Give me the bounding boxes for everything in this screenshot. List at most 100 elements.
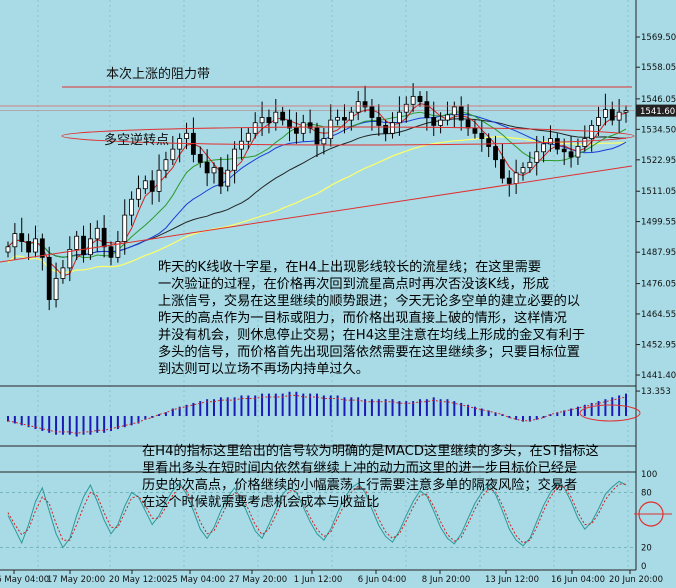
- candle-body-76: [520, 167, 526, 174]
- price-tick-label-3: 1546.05: [641, 95, 676, 105]
- text-block-2-line-3: 历史的次高点，价格继续的小幅震荡上行需要注意多单的隔夜风险；交易者: [142, 476, 577, 493]
- price-tick-label-8: 1487.95: [641, 248, 676, 258]
- text-block-1: 昨天的K线收十字星，在H4上出现影线较长的流星线；在这里需要 一次验证的过程，在…: [158, 258, 585, 377]
- candle-body-91: [623, 110, 629, 113]
- candle-body-38: [259, 117, 265, 124]
- candle-body-63: [431, 117, 437, 126]
- candle-body-16: [108, 246, 114, 258]
- price-tick-label-10: 1464.55: [641, 310, 676, 320]
- candle-body-23: [156, 169, 162, 192]
- macd-signal-line: [7, 394, 627, 435]
- uptrend-line: [0, 165, 633, 263]
- candle-body-3: [19, 233, 25, 242]
- text-block-1-line-5: 并没有机会，则休息停止交易；在H4这里注意在均线上形成的金叉有利于: [158, 326, 585, 343]
- candle-body-62: [424, 101, 430, 118]
- candle-body-24: [163, 159, 169, 171]
- candle-body-20: [136, 188, 141, 200]
- macd-highlight-ellipse: [579, 404, 641, 422]
- candle-body-35: [239, 140, 244, 150]
- candle-body-80: [548, 138, 553, 145]
- candle-body-60: [410, 95, 416, 105]
- text-block-1-line-7: 到达则可以立场不再场内持单过久。: [158, 361, 369, 377]
- stoch-level-label-0: 0: [641, 562, 646, 572]
- candle-body-11: [74, 235, 80, 250]
- candle-body-64: [438, 119, 444, 126]
- candle-body-14: [94, 227, 100, 240]
- candle-body-34: [232, 148, 238, 171]
- candle-body-12: [81, 235, 86, 256]
- text-block-1-line-2: 一次验证的过程，在价格再次回到流星高点时再次否没该K线，形成: [158, 275, 549, 292]
- current-price-box: [636, 104, 676, 117]
- text-block-2-line-1: 在H4的指标这里给出的信号较为明确的是MACD这里继续的多头，在ST指标这: [142, 442, 599, 459]
- candle-body-71: [486, 138, 492, 147]
- pivot-label: 多空逆转点: [104, 132, 169, 148]
- candle-body-84: [575, 146, 581, 158]
- time-tick-label-6: 1 Jun 12:00: [294, 575, 343, 585]
- candle-body-40: [273, 111, 279, 124]
- candle-body-49: [335, 117, 341, 121]
- candle-body-4: [26, 241, 32, 253]
- price-tick-label-11: 1452.95: [641, 341, 676, 351]
- candle-body-74: [506, 177, 512, 184]
- macd-level-label: 13.353: [641, 387, 671, 397]
- text-block-1-line-3: 上涨信号，交易在这里继续的顺势跟进；今天无论多空单的建立必要的以: [158, 292, 580, 309]
- candle-body-45: [307, 122, 313, 129]
- candle-body-61: [417, 95, 423, 103]
- candle-body-9: [60, 267, 66, 279]
- price-tick-label-1: 1569.50: [641, 33, 676, 43]
- time-tick-label-4: 25 May 04:00: [167, 575, 225, 585]
- candle-body-48: [328, 119, 334, 139]
- candle-body-25: [170, 148, 176, 161]
- candle-body-52: [355, 101, 361, 113]
- stoch-main-line: [7, 480, 627, 549]
- candle-body-78: [534, 151, 540, 163]
- candle-body-7: [46, 256, 52, 300]
- candle-body-29: [197, 154, 203, 163]
- candle-body-44: [300, 122, 306, 134]
- candle-body-83: [568, 151, 574, 158]
- candle-body-15: [101, 227, 107, 248]
- candle-body-46: [314, 127, 320, 145]
- price-tick-label-5: 1522.95: [641, 156, 676, 166]
- candle-body-56: [383, 124, 389, 134]
- candle-body-55: [376, 117, 382, 126]
- stoch-top-label: 100: [641, 470, 657, 480]
- candle-body-90: [616, 111, 622, 121]
- candle-body-51: [348, 111, 354, 121]
- time-tick-label-1: 16 May 04:00: [0, 575, 49, 585]
- text-block-2-line-2: 里看出多头在短时间内依然有继续上冲的动力而这里的进一步目标价已经是: [142, 459, 577, 476]
- text-block-1-line-6: 多头的信号，而价格首先出现回落依然需要在这里继续多；只要目标位置: [158, 343, 580, 360]
- candle-body-43: [293, 127, 299, 134]
- time-tick-label-3: 20 May 12:00: [109, 575, 167, 585]
- candle-body-21: [142, 180, 148, 190]
- price-tick-label-12: 1441.40: [641, 371, 676, 381]
- candle-body-53: [362, 101, 368, 108]
- candle-body-72: [493, 146, 498, 161]
- candle-body-13: [88, 238, 93, 256]
- candle-body-42: [287, 119, 292, 129]
- stochastic-panel: [0, 480, 672, 549]
- candle-body-89: [609, 109, 615, 121]
- text-block-2-line-4: 在这个时候就需要考虑机会成本与收益比: [142, 493, 379, 510]
- candle-body-1: [5, 246, 11, 253]
- candle-body-17: [115, 241, 121, 258]
- time-tick-label-2: 17 May 20:00: [47, 575, 105, 585]
- candle-body-59: [403, 103, 409, 113]
- candle-body-5: [33, 238, 38, 253]
- macd-panel: [7, 391, 641, 437]
- candle-body-66: [451, 106, 457, 116]
- candle-body-26: [177, 138, 183, 150]
- candle-body-87: [596, 117, 601, 126]
- candle-body-36: [245, 132, 251, 142]
- pivot-zone-ellipse: [61, 126, 635, 146]
- candle-body-30: [204, 161, 210, 174]
- candle-body-31: [211, 167, 217, 174]
- stoch-level-label-80: 80: [641, 488, 652, 498]
- candle-body-69: [472, 127, 478, 134]
- time-tick-label-10: 16 Jun 04:00: [551, 575, 605, 585]
- ma-yellow-line: [7, 136, 627, 274]
- price-tick-label-4: 1534.50: [641, 125, 676, 135]
- price-tick-label-6: 1511.05: [641, 187, 676, 197]
- text-block-2: 在H4的指标这里给出的信号较为明确的是MACD这里继续的多头，在ST指标这 里看…: [142, 442, 599, 510]
